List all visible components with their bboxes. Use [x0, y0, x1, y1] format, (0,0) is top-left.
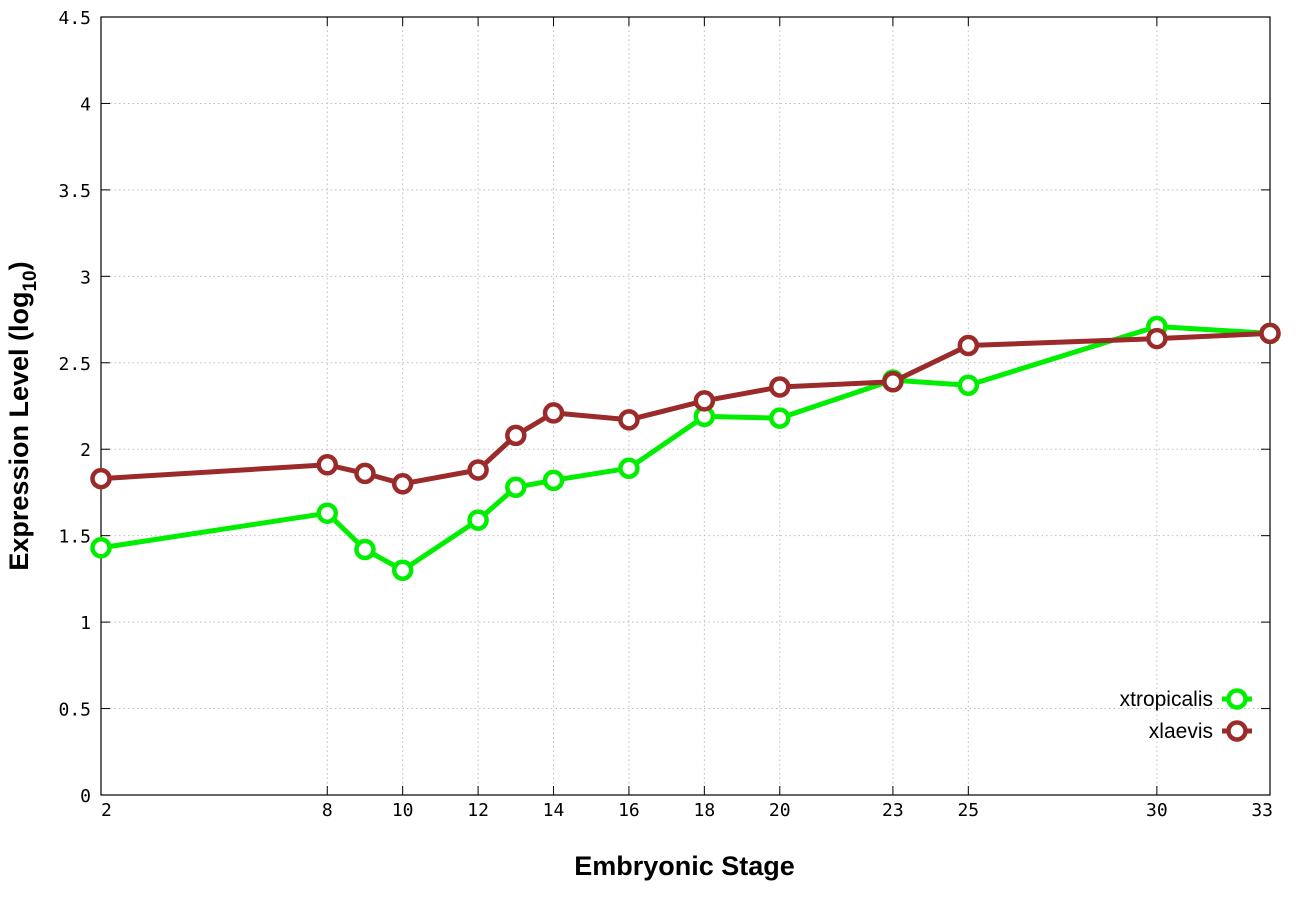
- data-point-xtropicalis: [354, 538, 376, 561]
- legend-marker-xlaevis: [1226, 720, 1248, 742]
- series-line-xtropicalis: [98, 324, 1273, 573]
- data-point-xtropicalis: [505, 476, 527, 499]
- y-tick-label: 0: [80, 786, 91, 807]
- data-point-xlaevis: [618, 409, 640, 431]
- legend-label-xlaevis: xlaevis: [1149, 720, 1213, 743]
- y-tick-label: 0.5: [58, 700, 91, 721]
- data-point-xlaevis: [391, 473, 414, 495]
- x-tick-label: 23: [882, 800, 904, 821]
- data-point-xlaevis: [354, 462, 376, 485]
- data-point-xlaevis: [769, 376, 791, 398]
- legend-marker-xtropicalis: [1226, 688, 1248, 710]
- data-point-xlaevis: [693, 390, 716, 412]
- data-point-xlaevis: [1146, 327, 1168, 350]
- data-point-xtropicalis: [618, 457, 640, 479]
- data-point-xlaevis: [90, 467, 112, 490]
- data-point-xtropicalis: [769, 407, 791, 429]
- data-series: [90, 315, 1281, 581]
- y-tick-label: 1.5: [58, 527, 91, 548]
- data-point-xlaevis: [542, 402, 565, 424]
- grid-lines: [101, 17, 1270, 795]
- data-point-xtropicalis: [90, 537, 112, 559]
- x-tick-label: 18: [694, 800, 716, 821]
- x-tick-label: 20: [769, 800, 791, 821]
- y-tick-label: 2.5: [58, 354, 91, 375]
- y-tick-label: 3.5: [58, 181, 91, 202]
- x-tick-label: 16: [618, 800, 640, 821]
- data-point-xtropicalis: [542, 469, 565, 492]
- x-tick-label: 30: [1146, 800, 1168, 821]
- x-tick-label: 2: [101, 800, 112, 821]
- x-tick-label: 10: [392, 800, 414, 821]
- x-axis-title: Embryonic Stage: [574, 851, 795, 881]
- data-point-xlaevis: [467, 459, 489, 481]
- x-tick-label: 12: [467, 800, 489, 821]
- y-tick-label: 2: [80, 440, 91, 461]
- data-point-xtropicalis: [391, 559, 414, 581]
- x-tick-label: 8: [322, 800, 333, 821]
- x-tick-label: 33: [1251, 800, 1273, 821]
- data-point-xtropicalis: [467, 509, 489, 531]
- data-point-xlaevis: [957, 334, 980, 357]
- y-tick-label: 3: [80, 267, 91, 288]
- series-line-xlaevis: [98, 330, 1273, 487]
- plot-frame: [100, 16, 1271, 796]
- y-tick-label: 4.5: [58, 8, 91, 29]
- y-axis-title-main: Expression Level (log: [4, 292, 34, 571]
- data-point-xtropicalis: [316, 502, 339, 524]
- x-tick-label: 14: [543, 800, 565, 821]
- y-axis-title-close: ): [4, 261, 34, 270]
- y-axis-title-subscript: 10: [20, 270, 41, 291]
- legend: xtropicalis xlaevis: [1120, 688, 1252, 743]
- data-point-xlaevis: [882, 371, 904, 393]
- y-axis-title: Expression Level (log10): [4, 261, 41, 570]
- data-point-xlaevis: [316, 454, 339, 476]
- data-point-xlaevis: [505, 424, 527, 447]
- y-tick-label: 1: [80, 613, 91, 634]
- legend-label-xtropicalis: xtropicalis: [1120, 688, 1213, 711]
- y-tick-label: 4: [80, 94, 91, 115]
- data-point-xtropicalis: [957, 374, 980, 397]
- x-tick-label: 25: [957, 800, 979, 821]
- axis-ticks: 0 0.5 1 1.5 2 2.5 3 3.5 4 4.5 2 8 10 12 14 16 18 20 23 25 30…: [58, 8, 1273, 821]
- data-point-xlaevis: [1259, 322, 1281, 345]
